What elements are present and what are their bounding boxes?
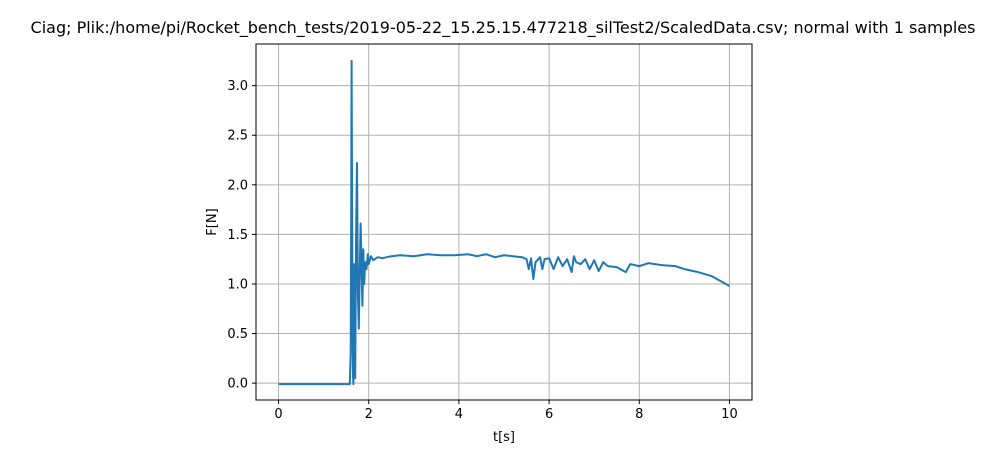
y-tick-label: 0.5 (227, 327, 248, 342)
x-tick-label: 10 (721, 407, 738, 422)
y-tick-label: 2.0 (227, 178, 248, 193)
y-axis-ticks: 0.0 0.5 1.0 1.5 2.0 2.5 3.0 (227, 79, 256, 392)
x-tick-label: 6 (545, 407, 553, 422)
x-axis-ticks: 0 2 4 6 8 10 (274, 400, 738, 422)
y-tick-label: 2.5 (227, 129, 248, 144)
chart-title: Ciag; Plik:/home/pi/Rocket_bench_tests/2… (31, 18, 976, 38)
series-line (278, 59, 730, 386)
axes-frame (255, 43, 753, 401)
x-tick-label: 2 (365, 407, 373, 422)
y-tick-label: 3.0 (227, 79, 248, 94)
y-tick-label: 1.0 (227, 277, 248, 292)
y-tick-label: 1.5 (227, 228, 248, 243)
y-tick-label: 0.0 (227, 377, 248, 392)
y-axis-label: F[N] (205, 208, 220, 235)
x-tick-label: 8 (635, 407, 643, 422)
grid (256, 44, 752, 400)
x-tick-label: 4 (455, 407, 463, 422)
x-tick-label: 0 (274, 407, 282, 422)
x-axis-label: t[s] (493, 430, 515, 445)
